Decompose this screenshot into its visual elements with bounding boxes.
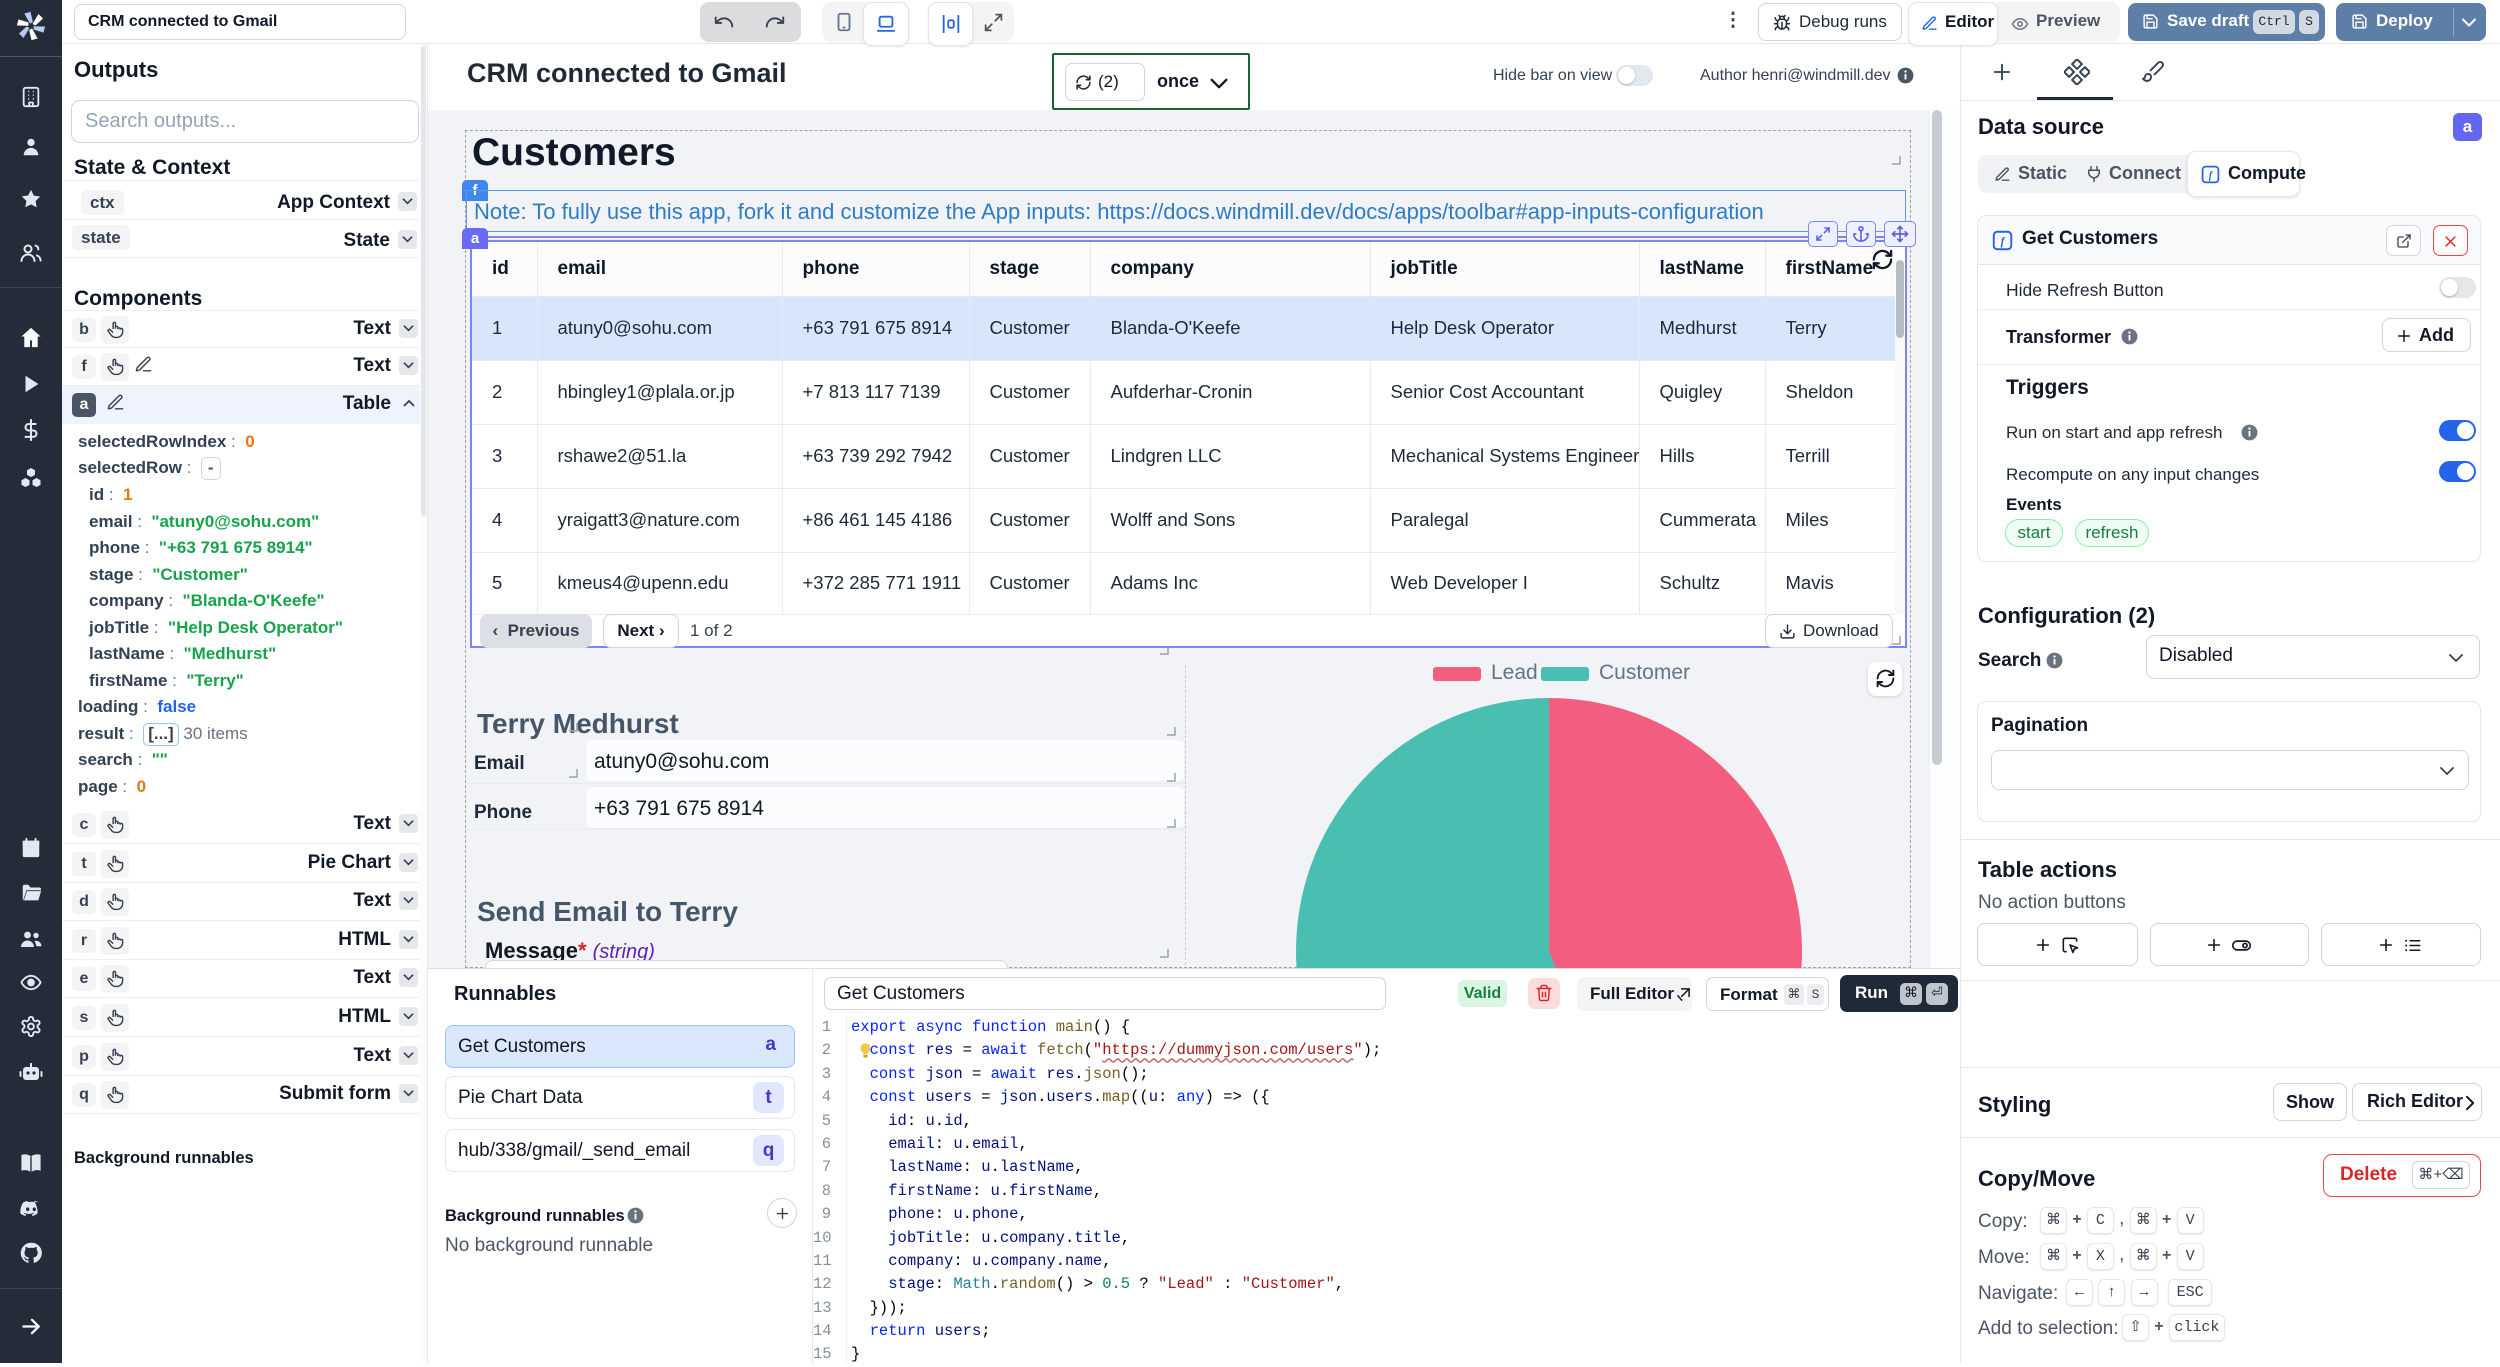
svg-text:f: f — [2001, 236, 2006, 248]
svg-text:f: f — [2209, 170, 2214, 181]
